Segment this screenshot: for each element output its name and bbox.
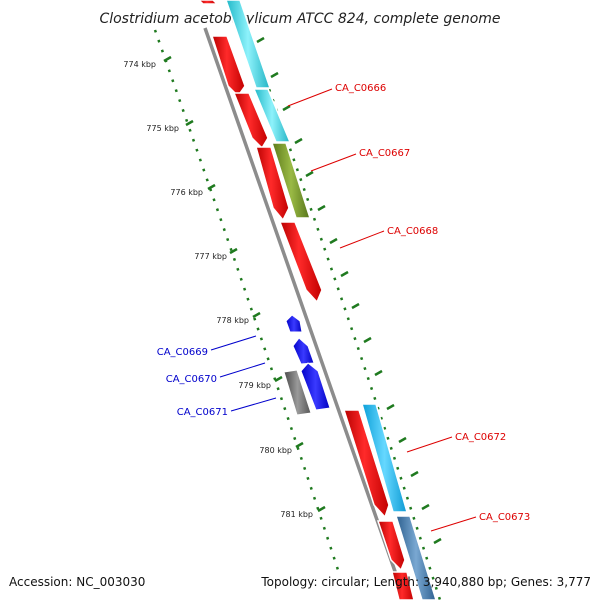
feature-grey bbox=[283, 369, 312, 416]
tick-label-778: 778 kbp bbox=[216, 316, 249, 325]
tick-label-777: 777 kbp bbox=[194, 252, 227, 261]
tick-label-776: 776 kbp bbox=[170, 188, 203, 197]
gene-arrow-ca-c0668 bbox=[278, 221, 323, 304]
map-title: Clostridium acetobutylicum ATCC 824, com… bbox=[99, 11, 500, 27]
gene-label-ca-c0671[interactable]: CA_C0671 bbox=[177, 407, 228, 418]
gene-label-ca-c0669[interactable]: CA_C0669 bbox=[157, 347, 208, 358]
genome-summary-text: Topology: circular; Length: 3,940,880 bp… bbox=[260, 575, 591, 589]
feature-cyan-1 bbox=[225, 0, 272, 89]
outer-ring-features bbox=[225, 0, 437, 600]
feature-sky bbox=[361, 403, 408, 513]
gene-arrow-ca-c0670 bbox=[292, 337, 315, 365]
gene-arrow-ca-c0667 bbox=[255, 146, 290, 222]
accession-text: Accession: NC_003030 bbox=[9, 575, 145, 589]
feature-steel bbox=[394, 515, 437, 600]
genome-backbone bbox=[203, 27, 407, 600]
gene-label-ca-c0672[interactable]: CA_C0672 bbox=[455, 432, 506, 443]
gene-label-ca-c0670[interactable]: CA_C0670 bbox=[166, 374, 217, 385]
gene-label-ca-c0667[interactable]: CA_C0667 bbox=[359, 148, 410, 159]
gene-arrow-top bbox=[197, 0, 219, 5]
gene-arrow-ca-c0669 bbox=[285, 314, 303, 333]
feature-cyan-2 bbox=[252, 88, 292, 143]
tick-label-775: 775 kbp bbox=[146, 124, 179, 133]
gene-arrow-ca-c0672 bbox=[342, 409, 390, 519]
reverse-leader-lines bbox=[210, 335, 277, 412]
tick-label-779: 779 kbp bbox=[238, 381, 271, 390]
outer-major-ticks bbox=[256, 36, 442, 545]
forward-leader-lines bbox=[287, 88, 477, 532]
gene-label-ca-c0668[interactable]: CA_C0668 bbox=[387, 226, 438, 237]
gene-arrow-ca-c0673 bbox=[376, 520, 406, 572]
gene-arrow-ca-c0666 bbox=[232, 92, 269, 150]
gene-arrow-ca-c0671 bbox=[300, 362, 331, 411]
gene-label-ca-c0666[interactable]: CA_C0666 bbox=[335, 83, 386, 94]
inner-tick-ruler bbox=[153, 29, 340, 571]
tick-label-780: 780 kbp bbox=[259, 446, 292, 455]
gene-arrow-ca-c0665 bbox=[210, 35, 246, 98]
inner-major-ticks bbox=[163, 55, 326, 513]
reverse-gene-arrows bbox=[283, 314, 331, 416]
gene-label-ca-c0673[interactable]: CA_C0673 bbox=[479, 512, 530, 523]
tick-label-774: 774 kbp bbox=[123, 60, 156, 69]
gene-arrow-bottom bbox=[391, 571, 415, 600]
tick-label-781: 781 kbp bbox=[280, 510, 313, 519]
forward-gene-arrows bbox=[197, 0, 415, 600]
feature-olive bbox=[270, 142, 312, 219]
